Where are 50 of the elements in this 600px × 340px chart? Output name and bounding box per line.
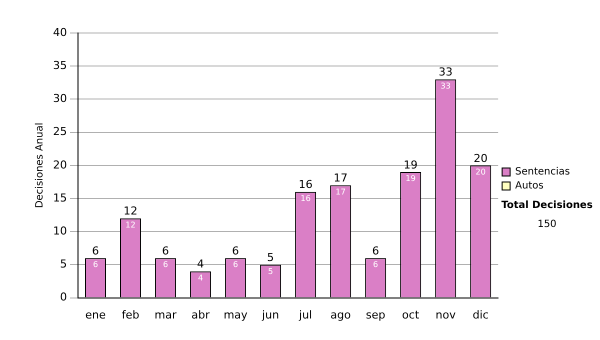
y-tick-label: 15 [52,191,67,204]
x-tick-label: may [224,308,248,322]
x-tick-label: ago [330,308,352,322]
text: Total Decisiones [500,200,594,211]
total-label: 17 [334,172,348,185]
total-label: 12 [124,204,138,218]
x-tick-label: ene [85,308,106,322]
data-label: 6 [92,260,98,270]
x-tick-label: mar [154,308,177,322]
x-tick-label: jun [261,308,280,322]
legend-label: Autos [515,180,544,192]
total-label: 20 [474,152,488,165]
y-tick-label: 10 [52,224,67,238]
x-tick-label: dic [472,308,489,322]
total-label: 16 [298,178,313,192]
y-tick-label: 30 [52,92,67,106]
y-tick-label: 20 [52,158,67,172]
data-label: 12 [125,220,136,230]
data-label: 4 [198,273,204,282]
total-label: 19 [404,158,418,172]
total-label: 6 [162,244,170,258]
total-label: 6 [232,244,240,258]
x-tick-label: jul [298,308,312,322]
y-tick-label: 35 [52,58,67,72]
total-label: 6 [372,244,380,258]
text: 150 [536,219,558,230]
y-tick-label: 40 [52,26,67,39]
x-tick-label: sep [366,308,386,322]
data-label: 5 [268,266,274,276]
data-label: 19 [406,174,416,184]
data-label: 16 [300,194,311,203]
y-tick-label: 25 [52,125,67,138]
x-tick-label: oct [402,308,420,322]
y-axis-title: Decisiones Anual [34,122,46,208]
x-tick-label: feb [122,308,140,322]
total-label: 33 [438,66,453,79]
data-label: 33 [440,81,451,90]
x-tick-label: nov [436,308,456,322]
legend-label: Sentencias [515,166,570,178]
data-label: 6 [233,260,238,270]
data-label: 6 [373,260,378,270]
total-label: 5 [267,251,274,264]
data-label: 20 [476,167,486,176]
total-label: 4 [197,258,204,271]
total-label: 6 [92,244,100,258]
y-tick-label: 5 [60,258,67,271]
x-tick-label: abr [191,308,210,322]
data-label: 6 [162,260,168,270]
y-tick-label: 0 [60,290,67,304]
data-label: 17 [335,187,346,196]
